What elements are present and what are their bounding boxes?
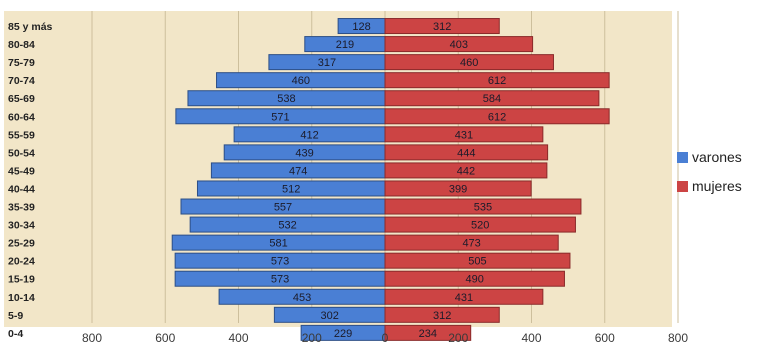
- data-label-varones: 317: [318, 57, 336, 69]
- data-label-varones: 581: [269, 238, 287, 250]
- category-label: 10-14: [8, 292, 35, 304]
- x-tick-label: 0: [382, 331, 389, 345]
- data-label-varones: 573: [271, 256, 289, 268]
- x-tick-label: 600: [595, 331, 615, 345]
- category-label: 55-59: [8, 129, 35, 141]
- bar-mujeres: [384, 18, 500, 35]
- data-label-mujeres: 234: [419, 328, 437, 340]
- category-label: 75-79: [8, 57, 35, 69]
- data-label-varones: 557: [274, 202, 292, 214]
- category-label: 35-39: [8, 202, 35, 214]
- bar-mujeres: [384, 234, 559, 251]
- data-label-mujeres: 403: [450, 39, 468, 51]
- category-label: 0-4: [8, 328, 23, 340]
- legend: varones mujeres: [677, 149, 742, 194]
- data-label-varones: 219: [336, 39, 354, 51]
- category-label: 20-24: [8, 256, 35, 268]
- legend-swatch-mujeres: [677, 181, 688, 192]
- bar-mujeres: [384, 54, 554, 71]
- category-label: 5-9: [8, 310, 23, 322]
- data-label-mujeres: 535: [474, 202, 492, 214]
- data-label-mujeres: 431: [455, 292, 473, 304]
- data-label-mujeres: 584: [483, 93, 501, 105]
- data-label-mujeres: 431: [455, 129, 473, 141]
- bar-mujeres: [384, 36, 534, 53]
- bar-mujeres: [384, 270, 565, 287]
- category-label: 25-29: [8, 238, 35, 250]
- category-label: 60-64: [8, 111, 35, 123]
- data-label-mujeres: 505: [468, 256, 486, 268]
- bar-mujeres: [384, 216, 576, 233]
- data-label-varones: 453: [293, 292, 311, 304]
- category-label: 80-84: [8, 39, 35, 51]
- data-label-varones: 128: [352, 21, 370, 33]
- data-label-mujeres: 312: [433, 21, 451, 33]
- legend-swatch-varones: [677, 152, 688, 163]
- category-label: 45-49: [8, 165, 35, 177]
- data-label-varones: 573: [271, 274, 289, 286]
- data-label-mujeres: 444: [457, 147, 475, 159]
- data-label-mujeres: 312: [433, 310, 451, 322]
- category-label: 15-19: [8, 274, 35, 286]
- data-label-mujeres: 612: [488, 75, 506, 87]
- bar-mujeres: [384, 180, 532, 197]
- data-label-varones: 460: [292, 75, 310, 87]
- data-label-varones: 538: [277, 93, 295, 105]
- bar-mujeres: [384, 162, 548, 179]
- category-label: 65-69: [8, 93, 35, 105]
- bar-mujeres: [384, 144, 549, 161]
- data-label-varones: 532: [278, 220, 296, 232]
- data-label-varones: 229: [334, 328, 352, 340]
- bar-mujeres: [384, 126, 544, 143]
- bar-mujeres: [384, 324, 472, 341]
- bar-mujeres: [384, 90, 600, 107]
- legend-label-varones: varones: [692, 149, 742, 165]
- x-tick-label: 800: [668, 331, 688, 345]
- x-tick-label: 200: [302, 331, 322, 345]
- data-label-varones: 571: [271, 111, 289, 123]
- category-label: 30-34: [8, 220, 35, 232]
- data-label-mujeres: 399: [449, 183, 467, 195]
- legend-label-mujeres: mujeres: [692, 178, 742, 194]
- bar-mujeres: [384, 72, 610, 89]
- x-tick-label: 200: [448, 331, 468, 345]
- category-label: 85 y más: [8, 21, 53, 33]
- category-label: 40-44: [8, 183, 35, 195]
- category-label: 50-54: [8, 147, 35, 159]
- x-tick-label: 400: [521, 331, 541, 345]
- bars-layer: [171, 18, 610, 341]
- bar-mujeres: [384, 288, 544, 305]
- bar-mujeres: [384, 306, 500, 323]
- data-label-varones: 439: [295, 147, 313, 159]
- data-label-mujeres: 490: [466, 274, 484, 286]
- bar-mujeres: [384, 198, 582, 215]
- bar-mujeres: [384, 252, 571, 269]
- data-label-varones: 512: [282, 183, 300, 195]
- data-label-mujeres: 612: [488, 111, 506, 123]
- data-label-mujeres: 442: [457, 165, 475, 177]
- labels-layer: 800 600 400 200 0 200 400 600 800 85 y más 128 312 8…: [8, 21, 688, 345]
- data-label-mujeres: 473: [462, 238, 480, 250]
- category-label: 70-74: [8, 75, 35, 87]
- data-label-varones: 302: [321, 310, 339, 322]
- bar-mujeres: [384, 108, 610, 125]
- data-label-mujeres: 460: [460, 57, 478, 69]
- x-tick-label: 400: [228, 331, 248, 345]
- x-tick-label: 600: [155, 331, 175, 345]
- x-tick-label: 800: [82, 331, 102, 345]
- data-label-mujeres: 520: [471, 220, 489, 232]
- data-label-varones: 412: [300, 129, 318, 141]
- data-label-varones: 474: [289, 165, 307, 177]
